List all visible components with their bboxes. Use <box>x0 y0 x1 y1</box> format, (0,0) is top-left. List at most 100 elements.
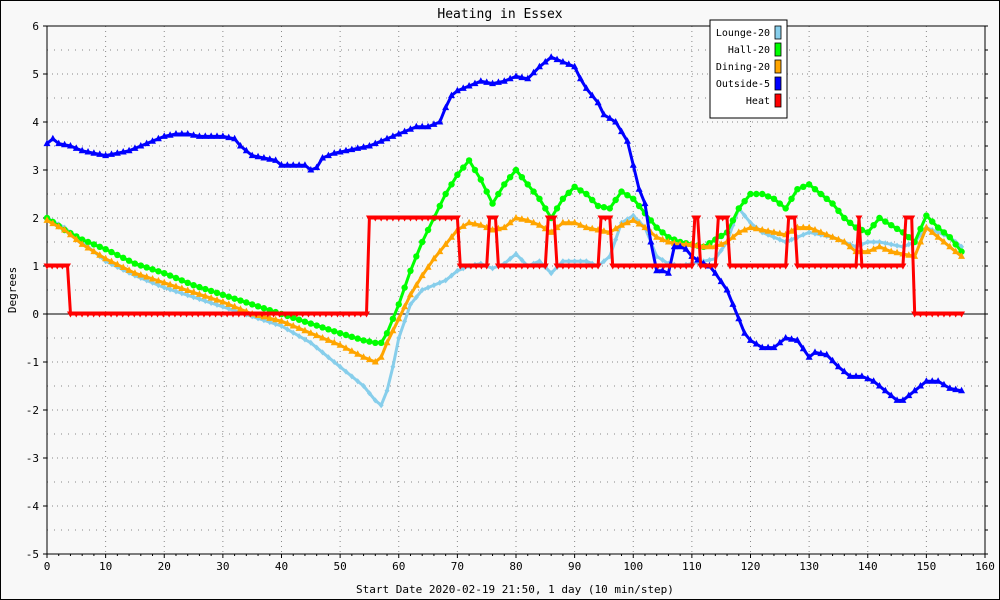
data-point <box>201 132 209 139</box>
data-point <box>946 234 954 241</box>
data-point <box>61 140 69 148</box>
data-point <box>365 355 373 363</box>
data-point <box>958 311 966 318</box>
data-point <box>887 391 895 399</box>
data-point <box>583 190 590 198</box>
data-point <box>518 73 526 81</box>
data-point <box>835 207 842 214</box>
data-point <box>742 212 748 219</box>
x-tick-label: 10 <box>99 560 112 573</box>
data-point <box>875 263 883 270</box>
data-point <box>308 339 314 346</box>
data-point <box>834 263 842 270</box>
data-point <box>365 142 373 149</box>
data-point <box>553 55 561 63</box>
data-point <box>418 271 426 279</box>
data-point <box>483 263 491 270</box>
data-point <box>172 274 180 282</box>
data-point <box>207 287 215 295</box>
data-point <box>922 223 930 231</box>
data-point <box>413 294 419 301</box>
y-tick-label: 3 <box>32 164 39 177</box>
data-point <box>254 152 262 160</box>
data-point <box>72 235 80 243</box>
data-point <box>443 277 449 284</box>
data-point <box>582 84 590 91</box>
data-point <box>248 301 256 308</box>
data-point <box>236 142 244 149</box>
data-point <box>719 215 727 222</box>
data-point <box>572 258 578 265</box>
data-point <box>588 91 596 99</box>
data-point <box>630 195 637 202</box>
data-point <box>643 263 651 270</box>
data-point <box>431 282 437 289</box>
data-point <box>231 295 238 302</box>
data-point <box>594 202 602 210</box>
data-point <box>565 60 573 67</box>
y-axis-label: Degrees <box>6 267 19 313</box>
data-point <box>125 257 133 264</box>
data-point <box>217 311 225 318</box>
data-point <box>302 336 308 343</box>
data-point <box>84 148 92 155</box>
data-point <box>413 253 420 260</box>
data-point <box>339 311 347 318</box>
data-point <box>806 229 812 236</box>
data-point <box>448 91 456 99</box>
data-point <box>316 311 324 318</box>
data-point <box>911 386 919 394</box>
data-point <box>765 263 773 270</box>
data-point <box>448 181 455 188</box>
x-tick-label: 100 <box>623 560 643 573</box>
legend-swatch <box>774 25 782 40</box>
x-tick-label: 110 <box>682 560 702 573</box>
data-point <box>940 380 948 388</box>
data-point <box>952 311 960 318</box>
data-point <box>597 215 605 222</box>
data-point <box>618 221 626 228</box>
x-tick-label: 80 <box>509 560 522 573</box>
data-point <box>412 215 420 222</box>
data-point <box>741 226 749 233</box>
data-point <box>179 290 185 297</box>
data-point <box>301 326 309 334</box>
data-point <box>201 292 209 299</box>
data-point <box>328 311 336 318</box>
data-point <box>881 263 889 270</box>
data-point <box>188 311 196 318</box>
data-point <box>155 282 161 289</box>
data-point <box>401 215 409 222</box>
data-point <box>489 200 496 207</box>
data-point <box>223 311 231 318</box>
data-point <box>366 338 373 345</box>
data-point <box>196 296 202 303</box>
data-point <box>465 157 473 164</box>
data-point <box>864 263 872 270</box>
data-point <box>823 263 831 270</box>
data-point <box>372 397 378 404</box>
data-point <box>612 224 620 232</box>
data-point <box>214 301 220 308</box>
data-point <box>113 260 121 268</box>
x-tick-label: 140 <box>858 560 878 573</box>
data-point <box>64 263 72 270</box>
data-point <box>313 322 320 329</box>
data-point <box>281 311 289 318</box>
data-point <box>677 263 685 270</box>
data-point <box>72 311 80 318</box>
series-outside-5 <box>43 53 966 403</box>
data-point <box>342 146 350 154</box>
data-point <box>858 372 866 379</box>
data-point <box>307 320 315 327</box>
data-point <box>113 311 121 318</box>
data-point <box>911 311 919 318</box>
data-point <box>888 241 894 248</box>
data-point <box>777 236 783 243</box>
data-point <box>823 195 830 202</box>
data-point <box>442 215 450 222</box>
data-point <box>576 221 584 228</box>
data-point <box>354 350 362 357</box>
data-point <box>512 263 520 270</box>
data-point <box>671 263 679 270</box>
